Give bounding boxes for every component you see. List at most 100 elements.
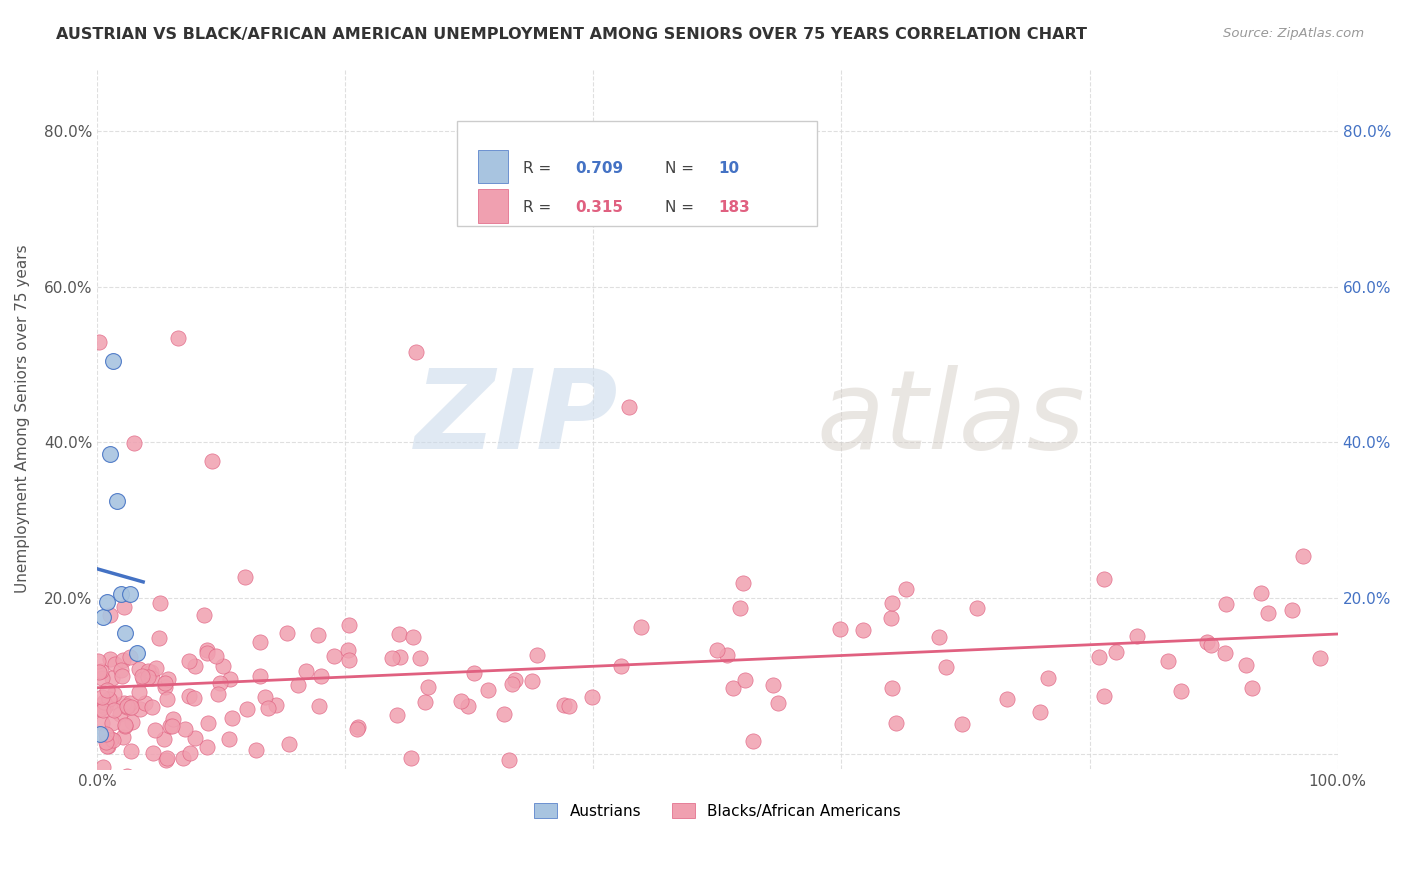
Point bbox=[115, 769, 138, 783]
Point bbox=[110, 663, 132, 677]
Point bbox=[581, 690, 603, 704]
Point bbox=[450, 694, 472, 708]
Point bbox=[218, 731, 240, 746]
Point bbox=[101, 694, 124, 708]
Point bbox=[173, 722, 195, 736]
Text: Source: ZipAtlas.com: Source: ZipAtlas.com bbox=[1223, 27, 1364, 40]
Point bbox=[307, 628, 329, 642]
Point bbox=[128, 662, 150, 676]
Point bbox=[212, 659, 235, 673]
Point bbox=[103, 733, 125, 747]
Text: 183: 183 bbox=[718, 200, 751, 215]
Point bbox=[253, 690, 276, 704]
Point bbox=[142, 746, 165, 760]
Point bbox=[852, 623, 875, 637]
Point bbox=[131, 673, 153, 687]
Point bbox=[308, 698, 330, 713]
Point bbox=[1092, 572, 1115, 586]
Point bbox=[121, 714, 143, 729]
Point bbox=[264, 698, 287, 712]
Point bbox=[162, 712, 184, 726]
Point bbox=[167, 331, 190, 345]
Point bbox=[145, 661, 167, 675]
Point bbox=[249, 635, 271, 649]
Point bbox=[347, 720, 370, 734]
Point bbox=[136, 664, 159, 678]
Point bbox=[153, 676, 176, 690]
Legend: Austrians, Blacks/African Americans: Austrians, Blacks/African Americans bbox=[529, 797, 907, 825]
Point bbox=[125, 646, 148, 660]
Text: R =: R = bbox=[523, 161, 555, 176]
Point bbox=[103, 687, 125, 701]
Point bbox=[1029, 705, 1052, 719]
Point bbox=[337, 643, 360, 657]
Text: ZIP: ZIP bbox=[415, 366, 619, 473]
Point bbox=[896, 582, 918, 596]
Point bbox=[245, 742, 267, 756]
Point bbox=[1201, 638, 1223, 652]
Point bbox=[184, 658, 207, 673]
Point bbox=[1309, 650, 1331, 665]
Point bbox=[389, 649, 412, 664]
Point bbox=[1092, 689, 1115, 703]
Point bbox=[110, 587, 132, 601]
Point bbox=[118, 587, 141, 601]
Point bbox=[413, 695, 436, 709]
Point bbox=[103, 353, 125, 368]
Point bbox=[1257, 606, 1279, 620]
Point bbox=[221, 711, 243, 725]
Point bbox=[882, 596, 904, 610]
Point bbox=[111, 731, 134, 745]
Point bbox=[1250, 586, 1272, 600]
Point bbox=[201, 454, 224, 468]
Point bbox=[129, 702, 152, 716]
Point bbox=[159, 719, 181, 733]
Point bbox=[1241, 681, 1264, 695]
Point bbox=[98, 652, 121, 666]
Point bbox=[156, 672, 179, 686]
Point bbox=[1105, 645, 1128, 659]
Point bbox=[1195, 635, 1218, 649]
Point bbox=[1234, 657, 1257, 672]
Point bbox=[177, 654, 200, 668]
Text: 10: 10 bbox=[718, 161, 740, 176]
Point bbox=[762, 678, 785, 692]
Point bbox=[120, 699, 142, 714]
Point bbox=[204, 649, 226, 664]
Point bbox=[950, 716, 973, 731]
Point bbox=[193, 607, 215, 622]
Point bbox=[197, 716, 219, 731]
Point bbox=[402, 630, 425, 644]
Point bbox=[90, 664, 112, 678]
Point bbox=[91, 759, 114, 773]
Point bbox=[879, 610, 901, 624]
Point bbox=[630, 620, 652, 634]
Point bbox=[131, 669, 153, 683]
Point bbox=[115, 700, 138, 714]
Point bbox=[409, 651, 432, 665]
Point bbox=[114, 719, 136, 733]
Point bbox=[91, 690, 114, 705]
Point bbox=[219, 673, 242, 687]
Point bbox=[830, 622, 852, 636]
Point bbox=[195, 643, 218, 657]
Point bbox=[522, 674, 544, 689]
Point bbox=[183, 691, 205, 706]
Point bbox=[122, 435, 145, 450]
Point bbox=[160, 719, 183, 733]
Point bbox=[457, 698, 479, 713]
Point bbox=[501, 677, 523, 691]
Point bbox=[195, 646, 218, 660]
Point bbox=[97, 691, 120, 706]
Point bbox=[153, 680, 176, 694]
Point bbox=[278, 737, 301, 751]
Point bbox=[463, 666, 485, 681]
Point bbox=[94, 700, 117, 714]
Point bbox=[619, 400, 641, 414]
Point bbox=[100, 731, 122, 746]
Point bbox=[111, 668, 134, 682]
Point bbox=[311, 669, 333, 683]
FancyBboxPatch shape bbox=[478, 189, 508, 223]
Point bbox=[96, 739, 118, 754]
FancyBboxPatch shape bbox=[457, 121, 817, 227]
